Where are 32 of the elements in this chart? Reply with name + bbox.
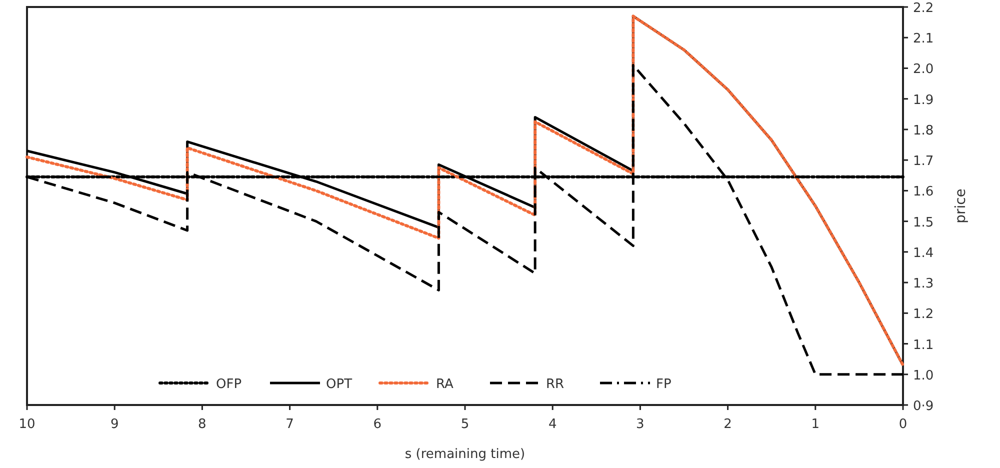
y-tick-label: 1.4 xyxy=(913,246,934,261)
y-tick-label: 2.2 xyxy=(913,1,934,16)
x-tick-label: 1 xyxy=(811,417,820,432)
x-tick-label: 8 xyxy=(198,417,206,432)
x-tick-label: 5 xyxy=(460,417,470,432)
legend-label: RA xyxy=(436,377,454,392)
y-tick-label: 1.6 xyxy=(913,184,934,200)
legend-label: OPT xyxy=(326,377,352,392)
x-tick-label: 7 xyxy=(286,417,294,432)
y-tick-label: 1.3 xyxy=(913,276,934,292)
legend-label: OFP xyxy=(216,377,242,392)
y-tick-label: 1.5 xyxy=(913,215,934,230)
x-tick-label: 9 xyxy=(110,417,119,432)
x-tick-label: 0 xyxy=(898,417,908,432)
legend-label: RR xyxy=(546,377,564,392)
x-axis-title: s (remaining time) xyxy=(404,447,526,462)
y-tick-label: 1.1 xyxy=(913,338,934,353)
legend-label: FP xyxy=(656,377,672,392)
x-tick-label: 3 xyxy=(636,417,644,432)
x-tick-label: 6 xyxy=(373,417,382,432)
y-tick-label: 2.0 xyxy=(913,62,934,78)
y-tick-label: 2.1 xyxy=(913,32,934,47)
y-tick-label: 1.8 xyxy=(913,123,934,138)
y-tick-label: 1.2 xyxy=(913,307,934,322)
x-tick-label: 2 xyxy=(724,417,732,432)
y-axis-title: price xyxy=(953,188,969,224)
x-tick-label: 4 xyxy=(548,417,557,432)
y-tick-label: 0·9 xyxy=(913,399,934,414)
y-tick-label: 1.9 xyxy=(913,92,934,108)
y-tick-label: 1.7 xyxy=(913,154,934,170)
y-tick-label: 1.0 xyxy=(913,368,934,384)
x-tick-label: 10 xyxy=(18,417,36,432)
